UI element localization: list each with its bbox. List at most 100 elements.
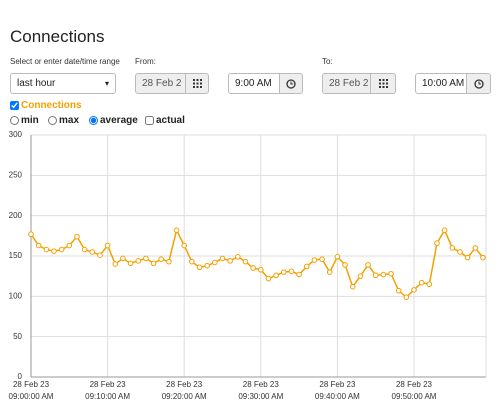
data-point (204, 262, 210, 269)
data-point (120, 255, 126, 262)
series-toggle[interactable]: Connections (10, 100, 82, 111)
data-point (158, 256, 165, 263)
data-point (357, 273, 364, 279)
checkbox[interactable] (145, 116, 154, 125)
data-point (365, 262, 371, 268)
data-point (372, 272, 379, 279)
data-point (464, 254, 471, 261)
radio[interactable] (10, 116, 19, 125)
data-point (296, 271, 302, 278)
data-point (411, 287, 417, 293)
data-point (449, 245, 456, 251)
x-tick-label: 09:10:00 AM (85, 392, 130, 401)
data-point (173, 227, 180, 233)
data-point (380, 271, 387, 278)
data-point (326, 269, 333, 275)
x-tick-label: 28 Feb 23 (13, 380, 50, 389)
y-tick-label: 150 (9, 251, 23, 260)
series-toggle-label: Connections (21, 100, 82, 111)
data-point (472, 245, 479, 251)
data-point (74, 233, 80, 240)
calendar-button[interactable] (370, 73, 396, 94)
radio[interactable] (48, 116, 57, 125)
data-point (81, 246, 88, 253)
data-point (150, 260, 157, 267)
radio[interactable] (89, 116, 98, 125)
data-point (97, 252, 103, 258)
data-point (166, 258, 172, 265)
y-tick-label: 0 (18, 372, 23, 381)
from-date[interactable]: 28 Feb 2 (135, 73, 186, 94)
to-label: To: (322, 57, 333, 66)
data-point (441, 227, 448, 233)
calendar-icon (378, 79, 388, 88)
data-point (319, 256, 325, 263)
data-point (457, 249, 463, 255)
checkbox[interactable] (10, 101, 19, 110)
data-point (342, 262, 348, 268)
x-tick-label: 09:50:00 AM (392, 392, 437, 401)
mode-label: average (100, 115, 138, 126)
data-point (303, 263, 310, 270)
clock-button[interactable] (466, 73, 491, 94)
data-point (89, 249, 96, 255)
x-tick-label: 09:30:00 AM (238, 392, 283, 401)
mode-option[interactable]: min (10, 115, 39, 126)
from-label: From: (135, 57, 156, 66)
x-tick-label: 28 Feb 23 (90, 380, 127, 389)
data-point (349, 283, 356, 290)
mode-label: max (59, 115, 80, 126)
range-label: Select or enter date/time range (10, 57, 120, 66)
calendar-icon (192, 79, 202, 88)
page-title: Connections (10, 27, 105, 46)
y-tick-label: 300 (9, 130, 23, 139)
mode-option[interactable]: max (48, 115, 79, 126)
data-point (434, 240, 440, 246)
data-point (280, 269, 287, 275)
data-point (288, 268, 295, 275)
from-time[interactable]: 9:00 AM (228, 73, 280, 94)
clock-icon (473, 78, 484, 89)
preset-select[interactable]: last hour ▾ (10, 73, 116, 94)
actual-label: actual (156, 115, 185, 126)
x-tick-label: 09:00:00 AM (9, 392, 54, 401)
y-tick-label: 50 (13, 332, 22, 341)
mode-option[interactable]: average (89, 115, 138, 126)
data-point (66, 242, 73, 249)
data-point (196, 264, 203, 271)
data-point (273, 272, 279, 279)
x-tick-label: 28 Feb 23 (166, 380, 203, 389)
to-date[interactable]: 28 Feb 2 (322, 73, 371, 94)
data-point (43, 246, 50, 253)
data-point (227, 258, 233, 264)
data-point (334, 254, 341, 260)
to-time[interactable]: 10:00 AM (415, 73, 467, 94)
actual-option[interactable]: actual (145, 115, 185, 126)
data-point (28, 231, 34, 238)
x-tick-label: 28 Feb 23 (396, 380, 433, 389)
clock-icon (286, 78, 296, 89)
data-point (127, 260, 134, 267)
data-point (51, 248, 57, 254)
data-point (112, 261, 119, 267)
data-point (58, 246, 65, 253)
data-point (35, 242, 42, 249)
caret: ▾ (104, 79, 109, 88)
data-point (480, 254, 486, 261)
data-point (265, 275, 272, 282)
mode-label: min (21, 115, 39, 126)
data-point (189, 258, 195, 265)
data-point (426, 281, 433, 288)
y-tick-label: 200 (9, 211, 23, 220)
data-point (395, 287, 402, 294)
data-point (143, 255, 149, 262)
preset-text: last hour (17, 78, 56, 89)
data-point (403, 294, 410, 300)
data-point (181, 242, 187, 249)
data-point (235, 254, 241, 260)
data-point (104, 242, 111, 249)
data-point (250, 265, 256, 271)
clock-button[interactable] (279, 73, 303, 94)
calendar-button[interactable] (185, 73, 209, 94)
series-line (30, 228, 484, 299)
